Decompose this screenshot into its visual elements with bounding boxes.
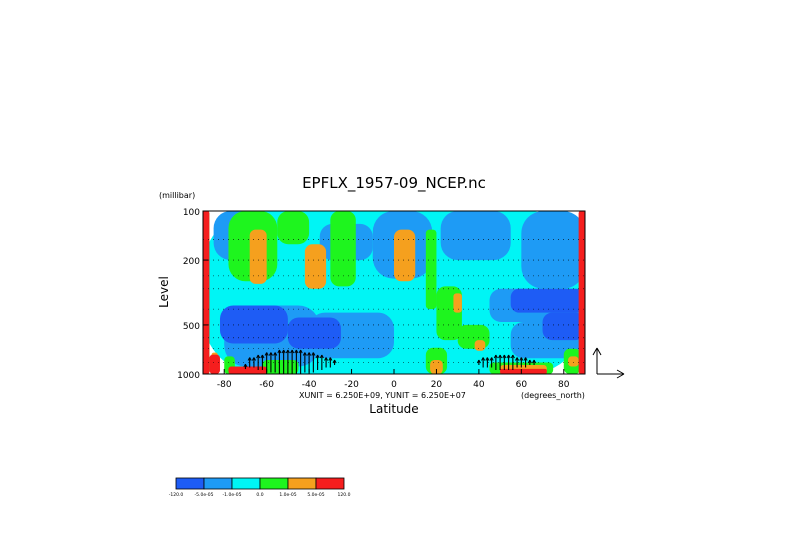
flux-arrow-4 (260, 354, 265, 370)
y-tick-label-0: 100 (183, 208, 200, 218)
flux-arrow-32 (519, 357, 524, 368)
y-axis: 100 200 500 1000 (177, 208, 208, 381)
colorbar-label-4: 1.0e-05 (279, 492, 296, 498)
flux-arrow-6 (268, 352, 273, 373)
flux-arrow-13 (298, 349, 303, 374)
grid-dots (203, 211, 585, 374)
contour-region-13 (542, 312, 585, 341)
x-axis-label: Latitude (369, 402, 418, 416)
flux-arrow-18 (319, 354, 324, 370)
x-tick-label-5: 20 (431, 380, 443, 390)
flux-arrow-14 (302, 352, 307, 373)
contour-region-5 (440, 211, 511, 261)
contour-region-6 (521, 211, 585, 289)
contour-region-29 (453, 293, 462, 313)
x-tick-label-8: 80 (558, 380, 570, 390)
flux-arrow-29 (506, 354, 511, 370)
flux-arrow-20 (328, 357, 333, 368)
colorbar-swatch-2 (231, 477, 261, 490)
colorbar-swatch-0 (175, 477, 205, 490)
chart-title: EPFLX_1957-09_NCEP.nc (302, 174, 486, 193)
flux-arrow-7 (273, 352, 278, 373)
flux-arrow-28 (502, 354, 507, 370)
filled-contours (203, 211, 585, 374)
flux-arrow-19 (324, 357, 329, 368)
x-tick-label-7: 60 (516, 380, 528, 390)
reference-vector (592, 347, 625, 379)
colorbar-label-2: -1.0e-05 (223, 492, 242, 498)
contour-region-32 (430, 359, 443, 374)
flux-arrow-34 (527, 359, 532, 365)
flux-vectors (243, 349, 537, 374)
flux-arrow-30 (510, 354, 515, 370)
flux-arrow-9 (281, 349, 286, 374)
colorbar: -120.0 -5.0e-05 -1.0e-05 0.0 1.0e-05 5.0e-05 1… (169, 477, 351, 498)
flux-arrow-8 (277, 349, 282, 374)
flux-arrow-26 (493, 354, 498, 370)
contour-region-26 (249, 229, 267, 284)
flux-arrow-16 (311, 352, 316, 373)
colorbar-swatch-4 (287, 477, 317, 490)
x-axis: -80 -60 -40 -20 0 20 40 60 80 (217, 369, 570, 390)
contour-region-39 (500, 368, 547, 374)
x-tick-label-3: -20 (344, 380, 359, 390)
y-axis-label: Level (157, 276, 171, 308)
contour-region-17 (425, 229, 437, 310)
flux-arrow-33 (523, 357, 528, 368)
x-tick-label-2: -40 (302, 380, 317, 390)
flux-arrow-27 (498, 354, 503, 370)
y-tick-label-2: 500 (183, 322, 200, 332)
contour-region-30 (474, 340, 486, 351)
contour-region-35 (203, 211, 210, 374)
colorbar-swatch-1 (203, 477, 233, 490)
contour-region-16 (330, 211, 356, 287)
contour-region-12 (510, 288, 585, 313)
y-tick-label-3: 1000 (177, 371, 200, 381)
flux-arrow-17 (315, 354, 320, 370)
flux-arrow-2 (251, 357, 256, 368)
y-tick-label-1: 200 (183, 257, 200, 267)
flux-arrow-35 (532, 359, 537, 365)
x-tick-label-0: -80 (217, 380, 232, 390)
flux-arrow-1 (247, 357, 252, 368)
flux-arrow-22 (476, 359, 481, 365)
flux-arrow-25 (489, 357, 494, 368)
contour-region-10 (219, 305, 288, 344)
contour-region-36 (578, 211, 585, 374)
colorbar-swatch-5 (315, 477, 345, 490)
colorbar-swatch-3 (259, 477, 289, 490)
flux-arrow-11 (290, 349, 295, 374)
unit-note: XUNIT = 6.250E+09, YUNIT = 6.250E+07 (299, 391, 466, 400)
flux-arrow-21 (332, 359, 337, 365)
x-tick-label-6: 40 (473, 380, 485, 390)
colorbar-label-5: 5.0e-05 (307, 492, 324, 498)
x-tick-label-4: 0 (391, 380, 397, 390)
flux-arrow-0 (243, 363, 248, 370)
flux-arrow-24 (485, 357, 490, 368)
flux-arrow-23 (481, 357, 486, 368)
colorbar-label-1: -5.0e-05 (195, 492, 214, 498)
y-units: (millibar) (159, 191, 195, 200)
contour-field (203, 211, 585, 374)
x-tick-label-1: -60 (259, 380, 274, 390)
contour-region-28 (394, 229, 416, 282)
x-units: (degrees_north) (521, 391, 585, 400)
contour-region-38 (228, 366, 267, 374)
flux-arrow-10 (285, 349, 290, 374)
flux-arrow-31 (515, 357, 520, 368)
contour-region-11 (287, 317, 341, 349)
contour-region-27 (304, 244, 327, 289)
colorbar-label-3: 0.0 (256, 492, 263, 498)
contour-region-37 (209, 354, 220, 374)
contour-region-34 (568, 356, 579, 367)
colorbar-label-6: 120.0 (338, 492, 351, 498)
flux-arrow-12 (294, 349, 299, 374)
contour-region-15 (277, 211, 310, 245)
contour-region-21 (262, 359, 299, 374)
colorbar-label-0: -120.0 (169, 492, 184, 498)
flux-arrow-3 (256, 354, 261, 370)
